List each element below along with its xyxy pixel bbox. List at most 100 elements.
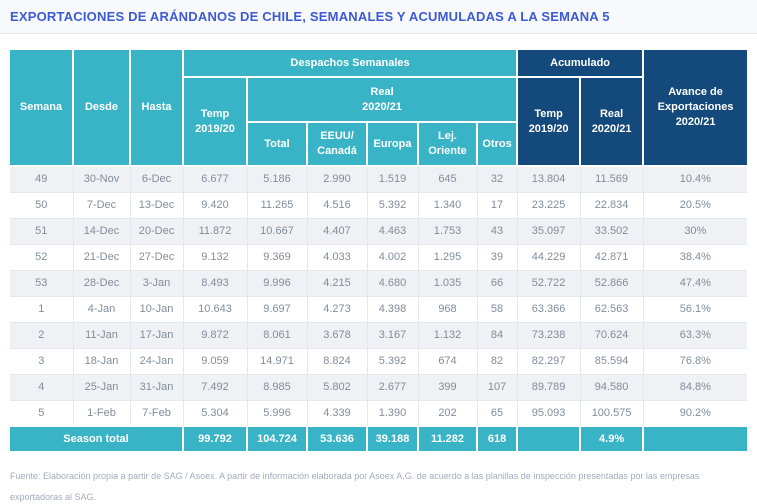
table-cell: 63.3% xyxy=(642,321,748,349)
table-cell: 399 xyxy=(417,373,478,401)
season-total-cell xyxy=(642,425,749,452)
table-cell: 107 xyxy=(476,373,518,401)
table-cell: 5.304 xyxy=(182,399,248,427)
table-cell: 14-Dec xyxy=(72,217,131,245)
table-cell: 4.033 xyxy=(306,243,368,271)
table-cell: 5.996 xyxy=(246,399,308,427)
table-cell: 11.872 xyxy=(182,217,248,245)
table-cell: 9.132 xyxy=(182,243,248,271)
table-cell: 5 xyxy=(9,399,74,427)
table-cell: 1.295 xyxy=(417,243,478,271)
table-cell: 1.132 xyxy=(417,321,478,349)
col-header-europa: Europa xyxy=(366,121,419,167)
table-cell: 5.186 xyxy=(246,165,308,193)
table-cell: 56.1% xyxy=(642,295,748,323)
exports-table: Semana Desde Hasta Despachos Semanales A… xyxy=(9,49,749,452)
title-bar: EXPORTACIONES DE ARÁNDANOS DE CHILE, SEM… xyxy=(0,0,757,34)
table-cell: 2.990 xyxy=(306,165,368,193)
table-cell: 11.265 xyxy=(246,191,308,219)
table-cell: 24-Jan xyxy=(129,347,184,375)
season-total-cell: 11.282 xyxy=(417,425,478,452)
table-cell: 28-Dec xyxy=(72,269,131,297)
table-cell: 10.667 xyxy=(246,217,308,245)
table-cell: 5.802 xyxy=(306,373,368,401)
table-cell: 21-Dec xyxy=(72,243,131,271)
table-cell: 58 xyxy=(476,295,518,323)
table-cell: 968 xyxy=(417,295,478,323)
table-cell: 100.575 xyxy=(579,399,644,427)
table-cell: 10-Jan xyxy=(129,295,184,323)
table-cell: 9.420 xyxy=(182,191,248,219)
season-total-cell: 39.188 xyxy=(366,425,419,452)
col-header-lej-oriente: Lej. Oriente xyxy=(417,121,478,167)
table-row: 2 11-Jan 17-Jan 9.872 8.061 3.678 3.167 1.132 84… xyxy=(9,321,748,349)
col-header-real-acum: Real 2020/21 xyxy=(579,76,645,167)
table-row: 53 28-Dec 3-Jan 8.493 9.996 4.215 4.680 1.035 66… xyxy=(9,269,748,297)
season-total-row: Season total 99.792 104.724 53.636 39.18… xyxy=(9,425,749,452)
table-cell: 22.834 xyxy=(579,191,644,219)
table-cell: 82 xyxy=(476,347,518,375)
table-cell: 44.229 xyxy=(516,243,581,271)
table-cell: 8.824 xyxy=(306,347,368,375)
table-cell: 49 xyxy=(9,165,74,193)
table-cell: 3.167 xyxy=(366,321,419,349)
col-header-eeuu-canada: EEUU/ Canadá xyxy=(306,121,368,167)
table-cell: 1.519 xyxy=(366,165,419,193)
col-header-hasta: Hasta xyxy=(129,49,184,167)
table-cell: 9.996 xyxy=(246,269,308,297)
col-header-total: Total xyxy=(246,121,308,167)
table-cell: 9.697 xyxy=(246,295,308,323)
season-total-cell: 4.9% xyxy=(579,425,645,452)
table-cell: 4.516 xyxy=(306,191,368,219)
col-header-temp-acum: Temp 2019/20 xyxy=(516,76,582,167)
table-cell: 32 xyxy=(476,165,518,193)
table-cell: 53 xyxy=(9,269,74,297)
table-cell: 4.407 xyxy=(306,217,368,245)
col-header-temp-weekly: Temp 2019/20 xyxy=(182,76,248,167)
table-cell: 51 xyxy=(9,217,74,245)
table-cell: 23.225 xyxy=(516,191,581,219)
table-row: 49 30-Nov 6-Dec 6.677 5.186 2.990 1.519 645 32 13… xyxy=(9,165,748,193)
table-cell: 14.971 xyxy=(246,347,308,375)
table-cell: 1 xyxy=(9,295,74,323)
table-cell: 2 xyxy=(9,321,74,349)
table-cell: 42.871 xyxy=(579,243,644,271)
group-header-real-weekly: Real 2020/21 xyxy=(245,76,519,123)
table-body: 49 30-Nov 6-Dec 6.677 5.186 2.990 1.519 645 32 13… xyxy=(9,165,748,427)
table-row: 1 4-Jan 10-Jan 10.643 9.697 4.273 4.398 968 58 63… xyxy=(9,295,748,323)
table-cell: 66 xyxy=(476,269,518,297)
table-cell: 8.493 xyxy=(182,269,248,297)
table-cell: 27-Dec xyxy=(129,243,184,271)
table-cell: 30% xyxy=(642,217,748,245)
table-cell: 20.5% xyxy=(642,191,748,219)
table-cell: 47.4% xyxy=(642,269,748,297)
table-cell: 6.677 xyxy=(182,165,248,193)
table-cell: 62.563 xyxy=(579,295,644,323)
table-cell: 85.594 xyxy=(579,347,644,375)
table-cell: 4-Jan xyxy=(72,295,131,323)
table-cell: 1.035 xyxy=(417,269,478,297)
table-cell: 82.297 xyxy=(516,347,581,375)
table-cell: 3.678 xyxy=(306,321,368,349)
table-cell: 20-Dec xyxy=(129,217,184,245)
table-cell: 52.866 xyxy=(579,269,644,297)
table-cell: 95.093 xyxy=(516,399,581,427)
table-cell: 52 xyxy=(9,243,74,271)
table-cell: 31-Jan xyxy=(129,373,184,401)
table-row: 4 25-Jan 31-Jan 7.492 8.985 5.802 2.677 399 107 8… xyxy=(9,373,748,401)
table-cell: 76.8% xyxy=(642,347,748,375)
season-total-cell: 53.636 xyxy=(306,425,368,452)
table-cell: 2.677 xyxy=(366,373,419,401)
group-header-acumulado: Acumulado xyxy=(516,49,645,78)
table-row: 50 7-Dec 13-Dec 9.420 11.265 4.516 5.392 1.340 1… xyxy=(9,191,748,219)
table-cell: 10.4% xyxy=(642,165,748,193)
col-header-desde: Desde xyxy=(72,49,131,167)
season-total-cell: 99.792 xyxy=(182,425,248,452)
table-cell: 84 xyxy=(476,321,518,349)
table-cell: 73.238 xyxy=(516,321,581,349)
table-header: Semana Desde Hasta Despachos Semanales A… xyxy=(9,49,749,167)
table-cell: 9.872 xyxy=(182,321,248,349)
table-cell: 90.2% xyxy=(642,399,748,427)
table-cell: 7-Feb xyxy=(129,399,184,427)
table-cell: 63.366 xyxy=(516,295,581,323)
